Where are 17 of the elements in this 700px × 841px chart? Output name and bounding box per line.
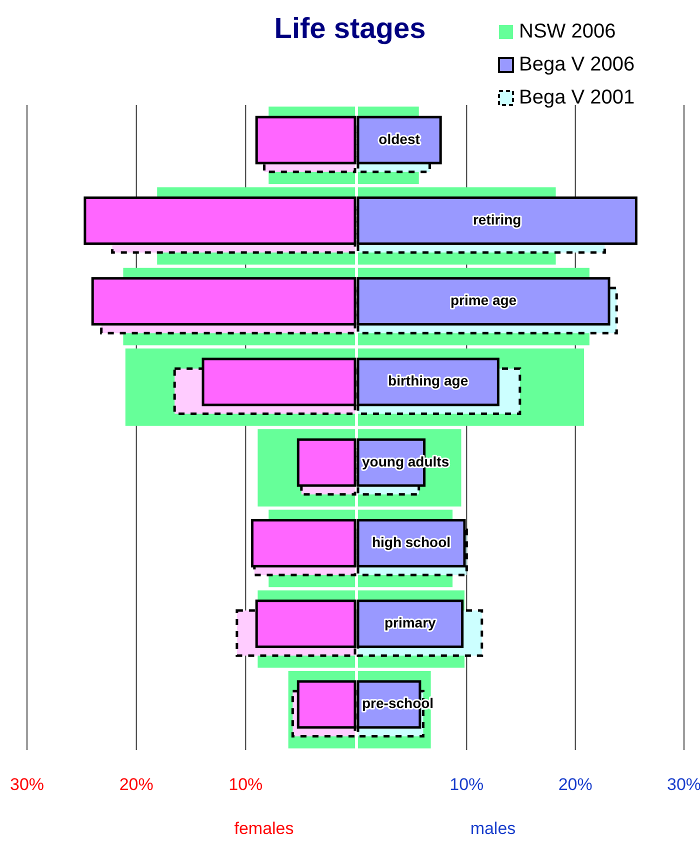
chart-title: Life stages bbox=[274, 13, 426, 45]
y-tick-label: oldest bbox=[378, 130, 420, 147]
x-tick-label: 30% bbox=[10, 775, 44, 794]
x-axis-title: females bbox=[234, 819, 294, 838]
y-tick-label: retiring bbox=[472, 211, 522, 228]
x-axis-title: males bbox=[470, 819, 516, 838]
y-tick-label: high school bbox=[372, 534, 451, 550]
legend-label: Bega V 2001 bbox=[519, 86, 635, 108]
x-tick-label: 10% bbox=[228, 775, 263, 794]
legend-label: Bega V 2006 bbox=[519, 53, 635, 76]
x-tick-label: 20% bbox=[119, 775, 154, 794]
x-tick-label: 10% bbox=[450, 775, 484, 794]
y-tick-label: prime age bbox=[450, 292, 517, 308]
x-tick-label: 20% bbox=[558, 775, 592, 794]
legend-label: NSW 2006 bbox=[519, 20, 616, 42]
y-tick-label: primary bbox=[384, 614, 436, 631]
y-tick-label: birthing age bbox=[388, 372, 468, 389]
